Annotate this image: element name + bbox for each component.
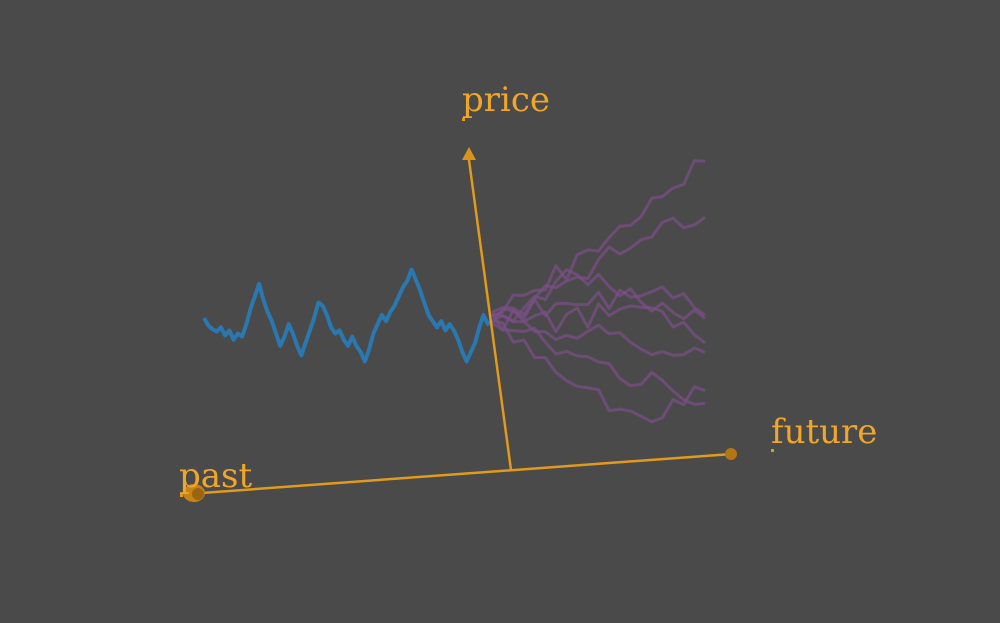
forecast-path [491, 216, 706, 317]
future-axis-label: future [771, 412, 877, 452]
history-series [202, 267, 494, 364]
time-axis-line [187, 452, 733, 496]
future-axis-endcap [725, 448, 737, 460]
past-label-anchor [180, 494, 183, 497]
forecast-paths [490, 159, 706, 424]
price-label-anchor [462, 118, 465, 121]
forecast-path [491, 268, 706, 323]
forecast-path [491, 321, 706, 406]
history-line [202, 267, 494, 364]
axes [180, 118, 774, 502]
forecast-path [490, 302, 706, 345]
past-axis-label: past [179, 456, 252, 496]
forecast-path [491, 312, 706, 357]
forecast-path [490, 285, 706, 324]
forecast-path [491, 318, 706, 424]
price-axis-arrowhead [462, 147, 476, 160]
future-label-anchor [771, 449, 774, 452]
forecast-path [491, 159, 706, 318]
past-axis-endcap-shade [192, 488, 204, 500]
price-axis-label: price [462, 80, 550, 120]
price-axis-line [467, 159, 513, 471]
